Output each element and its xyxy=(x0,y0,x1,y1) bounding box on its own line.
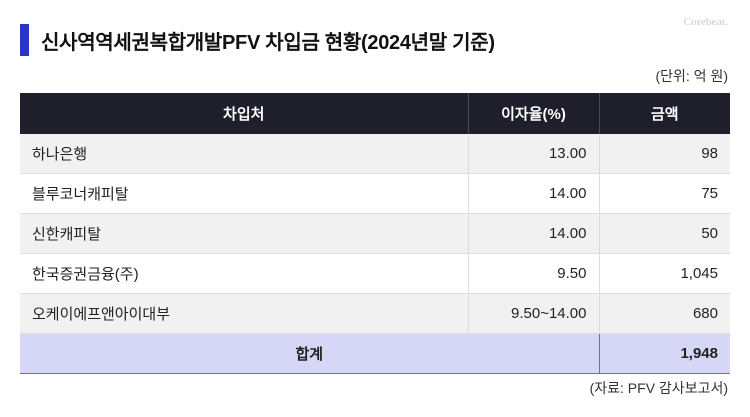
title-accent-bar xyxy=(20,24,29,56)
lender-cell: 블루코너캐피탈 xyxy=(20,173,468,214)
rate-cell: 14.00 xyxy=(467,213,599,254)
table-row: 신한캐피탈 14.00 50 xyxy=(20,213,730,254)
rate-cell: 9.50 xyxy=(467,253,599,294)
unit-note: (단위: 억 원) xyxy=(655,68,728,84)
rate-cell: 14.00 xyxy=(467,173,599,214)
lender-cell: 신한캐피탈 xyxy=(20,213,468,254)
amount-cell: 75 xyxy=(598,173,730,214)
rate-cell: 9.50~14.00 xyxy=(467,293,599,334)
amount-cell: 50 xyxy=(598,213,730,254)
amount-cell: 98 xyxy=(598,134,730,174)
lender-cell: 오케이에프앤아이대부 xyxy=(20,293,468,334)
total-value: 1,948 xyxy=(598,333,730,374)
page-title: 신사역역세권복합개발PFV 차입금 현황(2024년말 기준) xyxy=(41,31,495,54)
table-row: 블루코너캐피탈 14.00 75 xyxy=(20,173,730,214)
table-header-row: 차입처 이자율(%) 금액 xyxy=(20,93,730,134)
total-label: 합계 xyxy=(20,333,599,374)
header-amount: 금액 xyxy=(599,93,730,134)
table-row: 오케이에프앤아이대부 9.50~14.00 680 xyxy=(20,293,730,334)
header-lender: 차입처 xyxy=(20,93,469,134)
lender-cell: 하나은행 xyxy=(20,134,468,174)
lender-cell: 한국증권금융(주) xyxy=(20,253,468,294)
total-row: 합계 1,948 xyxy=(20,333,730,374)
header-rate: 이자율(%) xyxy=(468,93,600,134)
table-row: 한국증권금융(주) 9.50 1,045 xyxy=(20,253,730,294)
borrowings-table: 차입처 이자율(%) 금액 하나은행 13.00 98 블루코너캐피탈 14.0… xyxy=(20,93,730,374)
rate-cell: 13.00 xyxy=(467,134,599,174)
table-row: 하나은행 13.00 98 xyxy=(20,134,730,174)
amount-cell: 1,045 xyxy=(598,253,730,294)
corebeat-watermark: Corebeat. xyxy=(683,16,728,28)
title-block: 신사역역세권복합개발PFV 차입금 현황(2024년말 기준) xyxy=(20,24,495,56)
amount-cell: 680 xyxy=(598,293,730,334)
source-note: (자료: PFV 감사보고서) xyxy=(589,380,728,396)
